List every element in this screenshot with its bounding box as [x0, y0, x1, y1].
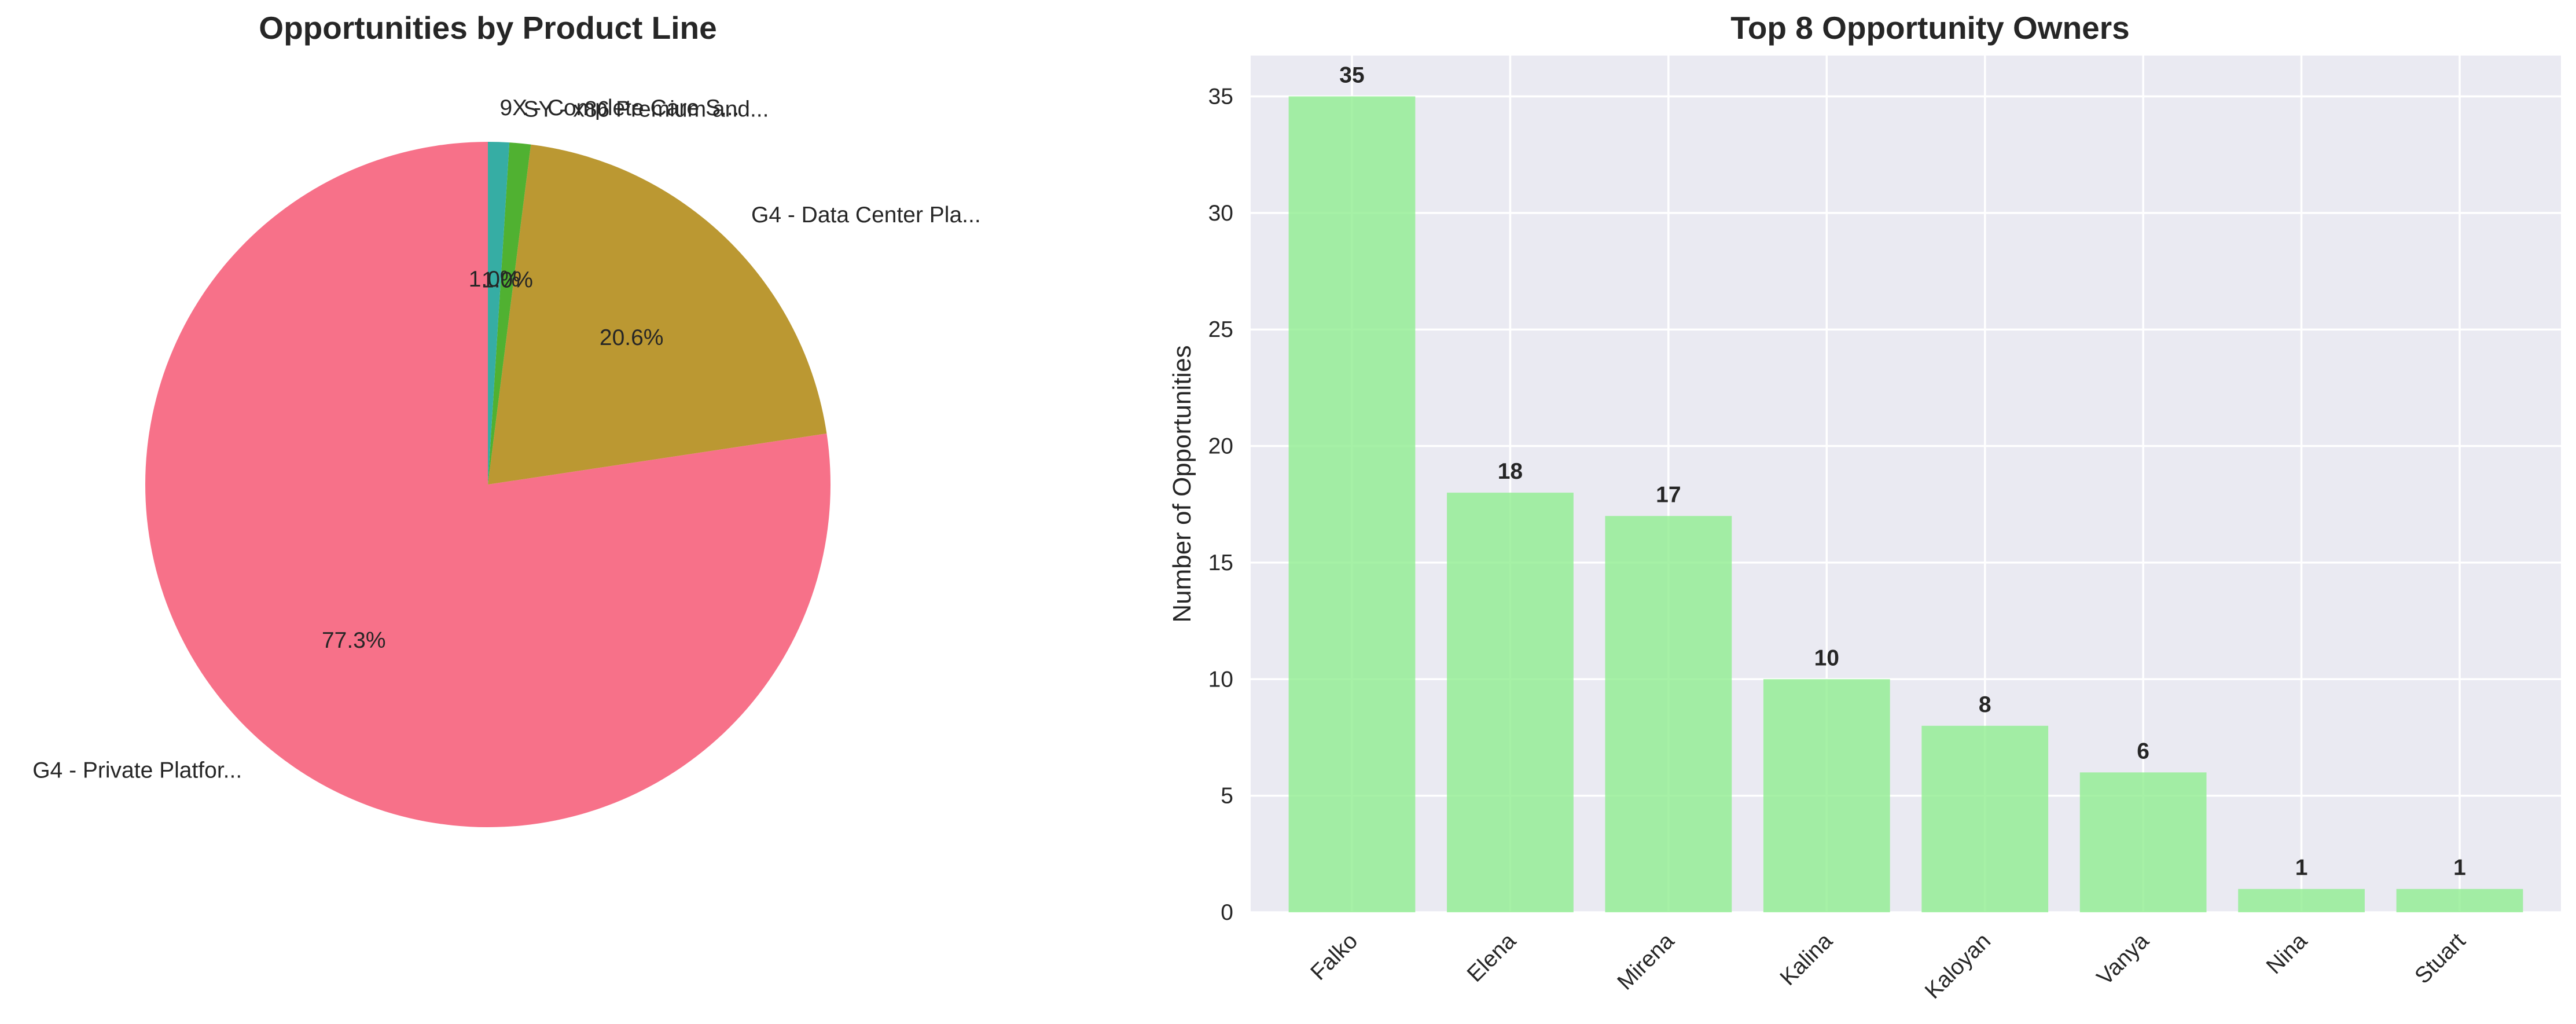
pie-labels: G4 - Private Platfor... 77.3% G4 - Data Ce…	[32, 96, 980, 783]
y-tick-label: 30	[1208, 201, 1233, 226]
bar-stuart	[2396, 889, 2523, 912]
x-tick-label: Nina	[2262, 928, 2312, 979]
y-tick-label: 0	[1221, 900, 1233, 925]
pie-slice-label: G4 - Private Platfor...	[32, 758, 242, 783]
pie-chart-title: Opportunities by Product Line	[259, 10, 716, 46]
pie-slice-label: G4 - Data Center Pla...	[751, 203, 981, 227]
bar-mirena	[1605, 516, 1732, 912]
bar-value-labels: 35 18 17 10 8 6 1 1	[1339, 63, 2466, 880]
pie-slice-percent: 1.0%	[469, 267, 520, 292]
pie-slices	[145, 142, 831, 827]
x-tick-label: Stuart	[2410, 928, 2470, 989]
bar-falko	[1288, 96, 1416, 912]
x-tick-label: Mirena	[1613, 928, 1680, 995]
bar-value-label: 10	[1814, 645, 1839, 670]
pie-slice-label: 9X - Complete Care S...	[499, 96, 739, 120]
x-tick-label: Vanya	[2092, 928, 2154, 990]
pie-slice-g4-data-center-pla	[488, 144, 827, 485]
y-tick-label: 35	[1208, 84, 1233, 109]
pie-slice-percent: 77.3%	[322, 628, 386, 653]
bar-value-label: 6	[2137, 739, 2149, 764]
bar-bars	[1288, 96, 2523, 912]
bar-value-label: 1	[2295, 856, 2308, 880]
bar-y-axis-label: Number of Opportunities	[1168, 345, 1196, 622]
x-tick-label: Elena	[1462, 928, 1521, 987]
bar-value-label: 1	[2453, 856, 2466, 880]
x-tick-label: Falko	[1306, 928, 1363, 985]
y-tick-label: 20	[1208, 434, 1233, 459]
pie-slice-g4-private-platfor	[145, 142, 831, 827]
bar-x-ticks: Falko Elena Mirena Kalina Kaloyan Vanya Nina St…	[1306, 928, 2471, 1004]
bar-value-label: 17	[1656, 482, 1681, 507]
pie-slice-label: SY - x86 Premium and...	[523, 97, 769, 122]
pie-chart-panel: Opportunities by Product Line G4 - Priva…	[32, 10, 981, 827]
y-tick-label: 15	[1208, 550, 1233, 575]
pie-slice-percent: 20.6%	[600, 325, 664, 350]
bar-chart-panel: Top 8 Opportunity Owners 35 18 17 10 8 6 1 1 0 5…	[1168, 10, 2561, 1004]
x-tick-label: Kaloyan	[1920, 928, 1996, 1004]
bar-elena	[1447, 493, 1574, 912]
pie-slice-percent: 1.0%	[482, 267, 533, 292]
pie-slice-sy-x86-premium-and	[488, 142, 531, 485]
bar-value-label: 35	[1339, 63, 1364, 87]
bar-nina	[2238, 889, 2365, 912]
bar-chart-title: Top 8 Opportunity Owners	[1730, 10, 2130, 46]
bar-y-ticks: 0 5 10 15 20 25 30 35	[1208, 84, 1233, 925]
y-tick-label: 5	[1221, 784, 1233, 809]
bar-kaloyan	[1921, 725, 2049, 912]
bar-value-label: 8	[1979, 692, 1991, 717]
y-tick-label: 10	[1208, 667, 1233, 692]
x-tick-label: Kalina	[1776, 928, 1838, 990]
bar-value-label: 18	[1498, 459, 1523, 484]
y-tick-label: 25	[1208, 317, 1233, 342]
pie-slice-9x-complete-care-s	[488, 142, 510, 485]
bar-kalina	[1763, 679, 1890, 912]
bar-vanya	[2079, 772, 2207, 912]
